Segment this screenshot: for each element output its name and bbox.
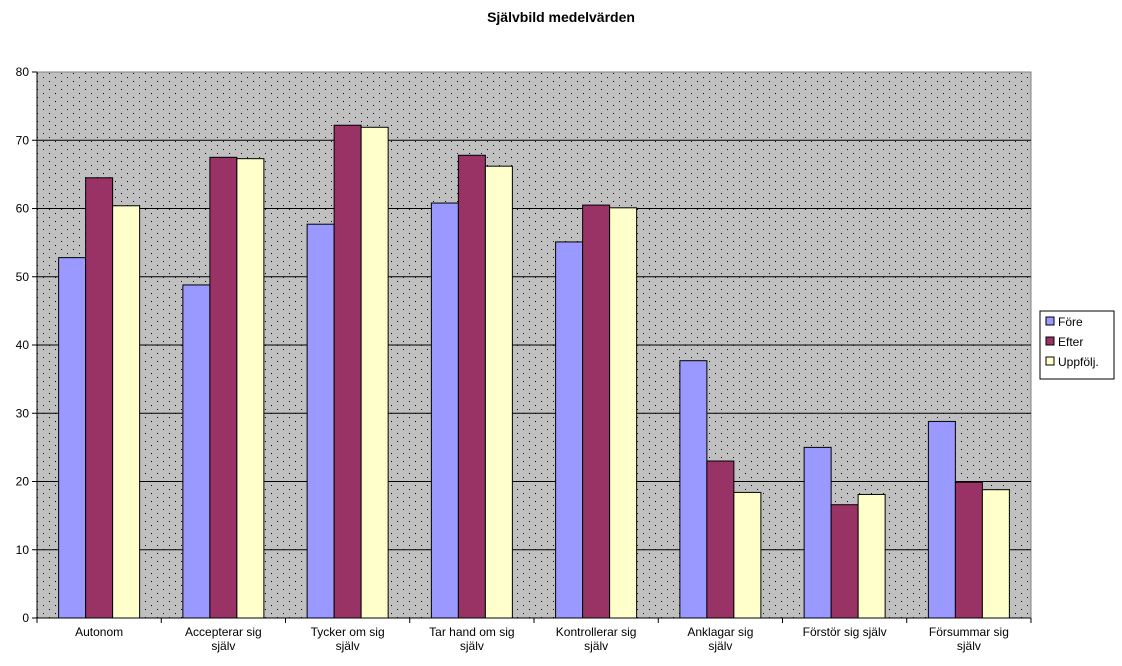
bar [58,257,87,619]
y-tick-label: 0 [22,611,29,625]
y-tick-label: 70 [16,133,30,147]
x-tick-label: själv [957,639,981,653]
x-tick-label: själv [211,639,235,653]
y-tick-label: 30 [16,406,30,420]
legend-label: Före [1058,315,1083,329]
legend-label: Uppfölj. [1058,355,1099,369]
x-tick-label: själv [584,639,608,653]
bar [209,156,238,619]
y-tick-label: 50 [16,270,30,284]
legend-swatch [1045,356,1055,366]
bars [58,124,1010,619]
bar [457,154,486,619]
x-tick-label: Kontrollerar sig [556,625,637,639]
bar [830,504,859,619]
bar [236,158,265,619]
bar [112,205,141,619]
bar [706,460,735,619]
x-tick-label: Försummar sig [929,625,1009,639]
bar [555,241,584,619]
bar [306,223,335,619]
x-tick-label: Autonom [75,625,123,639]
bar [85,177,114,619]
bar [981,489,1010,619]
bar [803,446,832,619]
bar [430,202,459,619]
y-tick-label: 60 [16,202,30,216]
x-tick-label: själv [460,639,484,653]
bar [679,360,708,619]
y-tick-label: 10 [16,543,30,557]
bar [333,124,362,619]
legend: Före Efter Uppfölj. [1039,310,1115,380]
bar [609,207,638,619]
x-tick-label: Tycker om sig [311,625,385,639]
x-tick-label: Förstör sig själv [803,625,887,639]
x-tick-label: Accepterar sig [185,625,262,639]
y-tick-label: 20 [16,475,30,489]
bar [927,420,956,619]
bar [954,481,983,619]
y-tick-label: 40 [16,338,30,352]
chart-title: Självbild medelvärden [487,9,635,25]
bar [182,284,211,619]
y-tick-label: 80 [16,65,30,79]
legend-swatch [1045,336,1055,346]
bar [733,491,762,619]
legend-label: Efter [1058,335,1083,349]
legend-swatch [1045,316,1055,326]
x-tick-label: själv [708,639,732,653]
bar [582,204,611,619]
bar [857,493,886,619]
x-tick-label: Anklagar sig [687,625,753,639]
x-tick-label: själv [336,639,360,653]
bar [360,126,389,619]
bar [484,165,513,619]
x-tick-label: Tar hand om sig [429,625,514,639]
